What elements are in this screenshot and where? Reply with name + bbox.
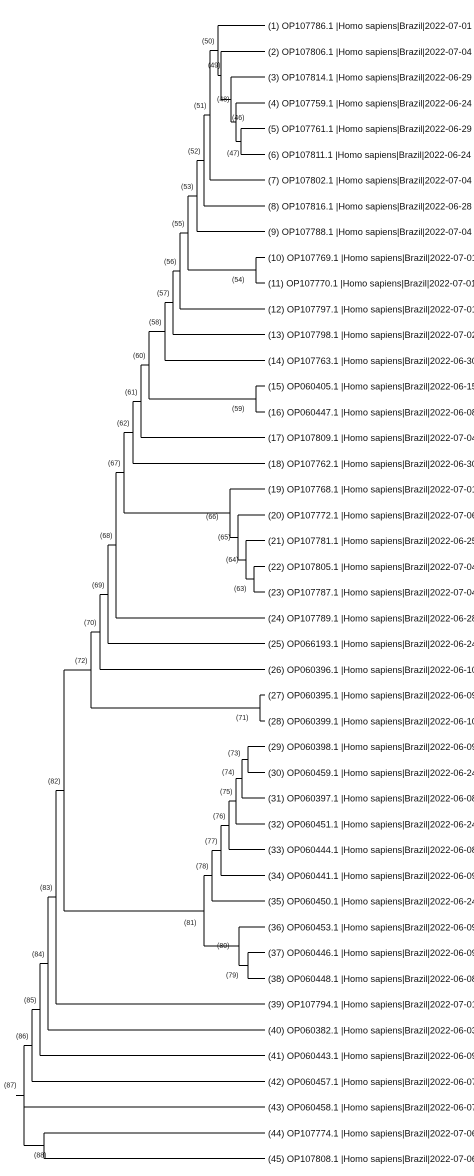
node-label: (80) xyxy=(217,943,229,950)
leaf-label: (4) OP107759.1 |Homo sapiens|Brazil|2022… xyxy=(268,98,472,108)
node-label: (48) xyxy=(217,97,229,104)
leaf-label: (5) OP107761.1 |Homo sapiens|Brazil|2022… xyxy=(268,124,472,134)
node-label: (78) xyxy=(196,864,208,871)
node-label: (54) xyxy=(232,277,244,284)
node-label: (61) xyxy=(125,389,137,396)
leaf-label: (7) OP107802.1 |Homo sapiens|Brazil|2022… xyxy=(268,176,472,186)
node-label: (75) xyxy=(220,789,232,796)
node-label: (82) xyxy=(48,778,60,785)
leaf-label: (26) OP060396.1 |Homo sapiens|Brazil|202… xyxy=(268,665,474,675)
leaf-label: (37) OP060446.1 |Homo sapiens|Brazil|202… xyxy=(268,948,474,958)
leaf-label: (8) OP107816.1 |Homo sapiens|Brazil|2022… xyxy=(268,201,472,211)
node-label: (73) xyxy=(228,750,240,757)
leaf-label: (27) OP060395.1 |Homo sapiens|Brazil|202… xyxy=(268,691,474,701)
node-label: (59) xyxy=(232,406,244,413)
node-label: (65) xyxy=(218,534,230,541)
leaf-label: (34) OP060441.1 |Homo sapiens|Brazil|202… xyxy=(268,871,474,881)
node-label: (66) xyxy=(206,514,218,521)
leaf-label: (15) OP060405.1 |Homo sapiens|Brazil|202… xyxy=(268,382,474,392)
leaf-label: (13) OP107798.1 |Homo sapiens|Brazil|202… xyxy=(268,330,474,340)
leaf-label: (2) OP107806.1 |Homo sapiens|Brazil|2022… xyxy=(268,47,472,57)
node-label: (72) xyxy=(75,658,87,665)
leaf-label: (31) OP060397.1 |Homo sapiens|Brazil|202… xyxy=(268,794,474,804)
node-label: (74) xyxy=(222,770,234,777)
node-label: (49) xyxy=(208,62,220,69)
node-label: (60) xyxy=(133,353,145,360)
node-label: (53) xyxy=(181,184,193,191)
leaf-label: (43) OP060458.1 |Homo sapiens|Brazil|202… xyxy=(268,1103,474,1113)
node-label: (76) xyxy=(213,813,225,820)
node-label: (58) xyxy=(149,319,161,326)
leaf-label: (17) OP107809.1 |Homo sapiens|Brazil|202… xyxy=(268,433,474,443)
node-label: (71) xyxy=(236,715,248,722)
leaf-label: (12) OP107797.1 |Homo sapiens|Brazil|202… xyxy=(268,304,474,314)
node-label: (57) xyxy=(157,291,169,298)
node-label: (62) xyxy=(117,420,129,427)
node-label: (83) xyxy=(40,885,52,892)
leaf-label: (35) OP060450.1 |Homo sapiens|Brazil|202… xyxy=(268,897,474,907)
leaf-label: (25) OP066193.1 |Homo sapiens|Brazil|202… xyxy=(268,639,474,649)
leaf-label: (36) OP060453.1 |Homo sapiens|Brazil|202… xyxy=(268,922,474,932)
leaf-label: (6) OP107811.1 |Homo sapiens|Brazil|2022… xyxy=(268,150,471,160)
node-label: (55) xyxy=(172,221,184,228)
node-label: (64) xyxy=(226,557,238,564)
node-label: (69) xyxy=(92,582,104,589)
leaf-label: (22) OP107805.1 |Homo sapiens|Brazil|202… xyxy=(268,562,474,572)
node-label: (56) xyxy=(164,259,176,266)
node-label: (51) xyxy=(194,103,206,110)
leaf-label: (41) OP060443.1 |Homo sapiens|Brazil|202… xyxy=(268,1051,474,1061)
leaf-label: (20) OP107772.1 |Homo sapiens|Brazil|202… xyxy=(268,510,474,520)
leaf-label: (3) OP107814.1 |Homo sapiens|Brazil|2022… xyxy=(268,73,472,83)
node-label: (70) xyxy=(84,620,96,627)
node-label: (47) xyxy=(227,150,239,157)
leaf-label: (29) OP060398.1 |Homo sapiens|Brazil|202… xyxy=(268,742,474,752)
node-label: (77) xyxy=(205,838,217,845)
node-label: (79) xyxy=(226,972,238,979)
leaf-label: (24) OP107789.1 |Homo sapiens|Brazil|202… xyxy=(268,613,474,623)
leaf-label: (10) OP107769.1 |Homo sapiens|Brazil|202… xyxy=(268,253,474,263)
leaf-label: (45) OP107808.1 |Homo sapiens|Brazil|202… xyxy=(268,1154,474,1164)
node-label: (67) xyxy=(108,461,120,468)
leaf-label: (30) OP060459.1 |Homo sapiens|Brazil|202… xyxy=(268,768,474,778)
node-label: (46) xyxy=(232,115,244,122)
leaf-label: (39) OP107794.1 |Homo sapiens|Brazil|202… xyxy=(268,1000,474,1010)
leaf-label: (16) OP060447.1 |Homo sapiens|Brazil|202… xyxy=(268,407,474,417)
leaf-label: (42) OP060457.1 |Homo sapiens|Brazil|202… xyxy=(268,1077,474,1087)
leaf-label: (38) OP060448.1 |Homo sapiens|Brazil|202… xyxy=(268,974,474,984)
leaf-label: (44) OP107774.1 |Homo sapiens|Brazil|202… xyxy=(268,1128,474,1138)
leaf-label: (40) OP060382.1 |Homo sapiens|Brazil|202… xyxy=(268,1025,474,1035)
leaf-label: (14) OP107763.1 |Homo sapiens|Brazil|202… xyxy=(268,356,474,366)
leaf-label: (33) OP060444.1 |Homo sapiens|Brazil|202… xyxy=(268,845,474,855)
leaf-label: (32) OP060451.1 |Homo sapiens|Brazil|202… xyxy=(268,819,474,829)
leaf-label: (28) OP060399.1 |Homo sapiens|Brazil|202… xyxy=(268,716,474,726)
node-label: (52) xyxy=(188,148,200,155)
node-label: (81) xyxy=(184,920,196,927)
tree-branches xyxy=(16,25,265,1159)
node-label: (68) xyxy=(100,533,112,540)
node-label: (86) xyxy=(16,1033,28,1040)
leaf-label: (1) OP107786.1 |Homo sapiens|Brazil|2022… xyxy=(268,21,472,31)
node-label: (63) xyxy=(234,586,246,593)
leaf-label: (9) OP107788.1 |Homo sapiens|Brazil|2022… xyxy=(268,227,472,237)
node-label: (50) xyxy=(202,38,214,45)
leaf-label: (23) OP107787.1 |Homo sapiens|Brazil|202… xyxy=(268,588,474,598)
node-label: (87) xyxy=(4,1082,16,1089)
tree-labels: (47) (46) (48) (49) (50) (51) (52) (53) (54) (55)… xyxy=(4,21,474,1164)
node-label: (85) xyxy=(24,997,36,1004)
leaf-label: (19) OP107768.1 |Homo sapiens|Brazil|202… xyxy=(268,485,474,495)
leaf-label: (18) OP107762.1 |Homo sapiens|Brazil|202… xyxy=(268,459,474,469)
leaf-label: (11) OP107770.1 |Homo sapiens|Brazil|202… xyxy=(268,279,474,289)
node-label: (84) xyxy=(32,951,44,958)
node-label: (88) xyxy=(34,1153,46,1160)
leaf-label: (21) OP107781.1 |Homo sapiens|Brazil|202… xyxy=(268,536,474,546)
